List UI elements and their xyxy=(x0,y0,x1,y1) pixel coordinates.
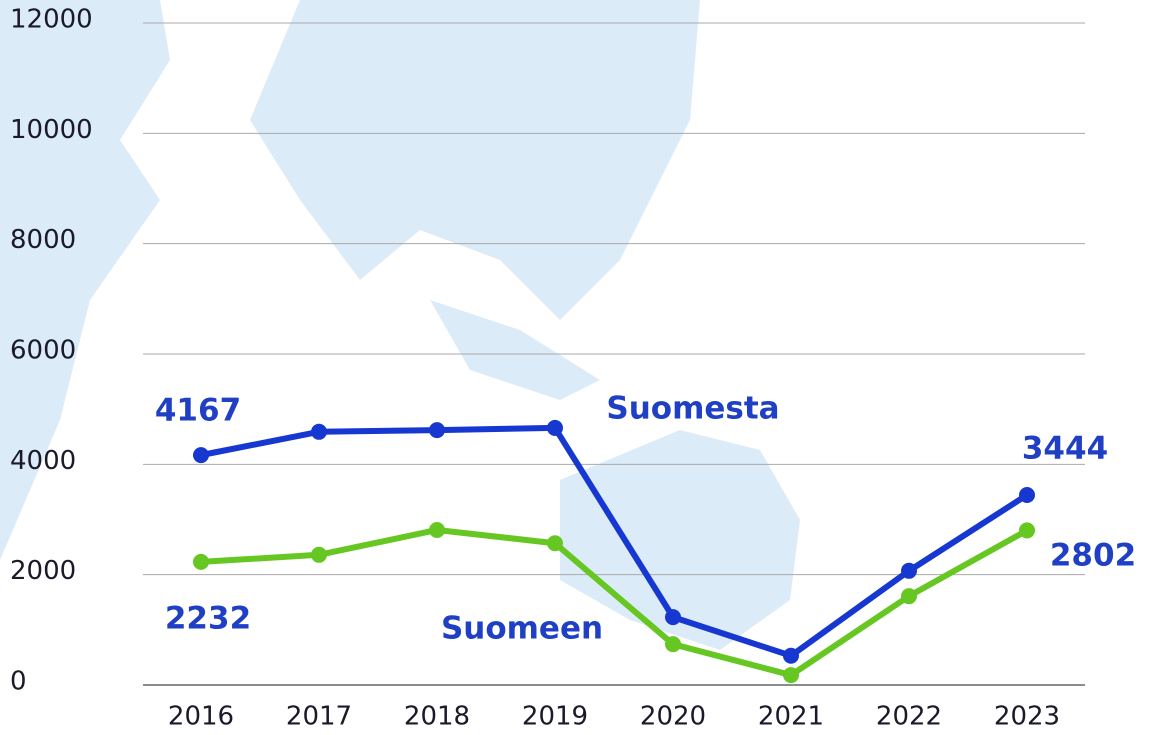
point xyxy=(311,423,327,440)
y-tick-label: 8000 xyxy=(10,225,76,255)
x-tick-label: 2021 xyxy=(758,702,824,732)
y-tick-label: 2000 xyxy=(10,556,76,586)
data-label: 3444 xyxy=(1022,431,1108,467)
point xyxy=(193,447,209,464)
y-tick-label: 12000 xyxy=(10,5,93,35)
y-tick-label: 10000 xyxy=(10,115,93,145)
point xyxy=(783,667,799,684)
x-tick-label: 2018 xyxy=(404,702,470,732)
point xyxy=(665,609,681,626)
point xyxy=(1019,487,1035,504)
point xyxy=(901,562,917,579)
series-line xyxy=(200,526,1029,679)
x-tick-label: 2020 xyxy=(640,702,706,732)
point xyxy=(901,588,917,605)
x-tick-label: 2017 xyxy=(286,702,352,732)
y-tick-label: 6000 xyxy=(10,336,76,366)
point xyxy=(193,553,209,570)
point xyxy=(547,419,563,436)
point xyxy=(665,636,681,653)
point xyxy=(1019,522,1035,539)
x-tick-label: 2023 xyxy=(994,702,1060,732)
series-label: Suomeen xyxy=(441,611,603,647)
data-label: 2802 xyxy=(1050,538,1136,574)
y-tick-label: 0 xyxy=(10,667,27,697)
series-line xyxy=(200,424,1029,659)
point xyxy=(429,422,445,439)
map-background xyxy=(0,0,800,650)
series-label: Suomesta xyxy=(606,391,779,427)
data-label: 2232 xyxy=(165,601,251,637)
point xyxy=(547,535,563,552)
x-tick-label: 2022 xyxy=(876,702,942,732)
x-tick-label: 2019 xyxy=(522,702,588,732)
y-tick-label: 4000 xyxy=(10,446,76,476)
point xyxy=(429,521,445,538)
x-tick-label: 2016 xyxy=(168,702,234,732)
point xyxy=(311,546,327,563)
data-label: 4167 xyxy=(155,393,241,429)
point xyxy=(783,647,799,664)
